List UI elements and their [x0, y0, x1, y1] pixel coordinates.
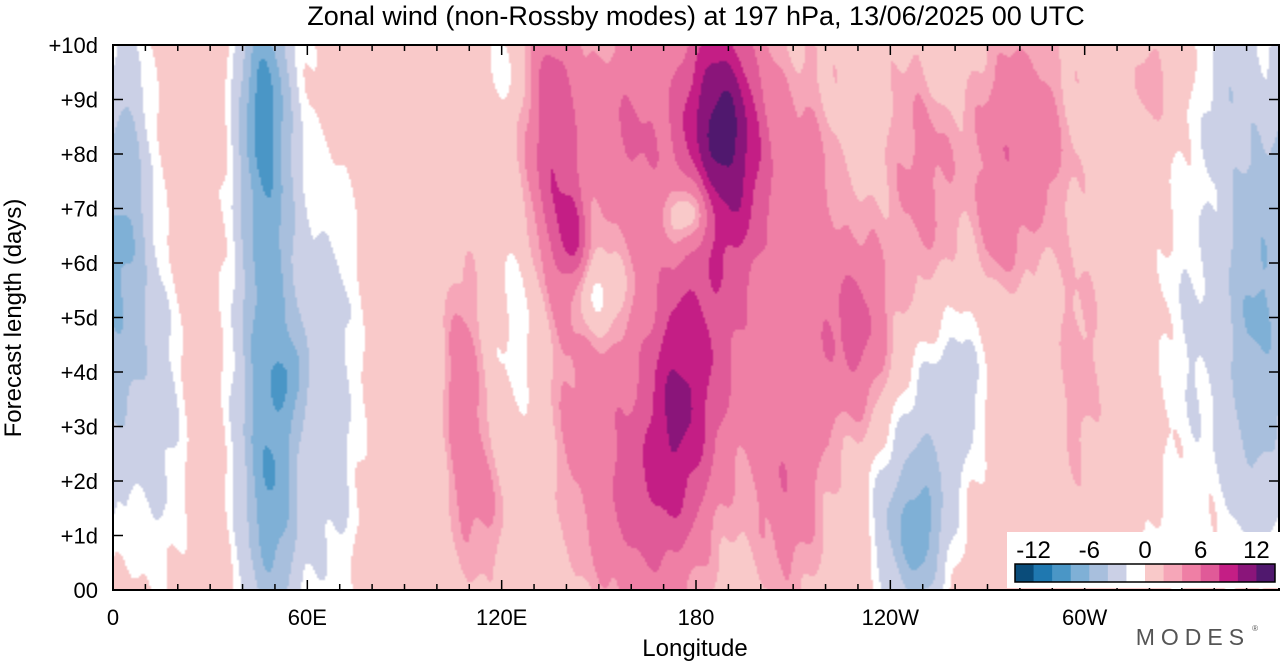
- y-tick-label: +10d: [48, 33, 98, 58]
- y-axis-title: Forecast length (days): [0, 199, 27, 438]
- contour-field: [113, 45, 1279, 590]
- y-tick-label: 00: [74, 578, 98, 603]
- y-tick-label: +1d: [61, 524, 98, 549]
- colorbar-swatch: [1089, 564, 1109, 582]
- colorbar-swatch: [1107, 564, 1127, 582]
- colorbar-label: 12: [1243, 537, 1270, 564]
- colorbar-label: -12: [1016, 537, 1051, 564]
- x-axis: 0 60E 120E 180 120W 60W: [107, 45, 1248, 630]
- colorbar-swatch: [1163, 564, 1183, 582]
- colorbar-swatch: [1256, 564, 1276, 582]
- x-axis-title: Longitude: [642, 635, 747, 662]
- colorbar-label: 0: [1138, 537, 1151, 564]
- colorbar: -12 -6 0 6 12: [1007, 532, 1280, 588]
- y-tick-label: +7d: [61, 197, 98, 222]
- y-tick-label: +9d: [61, 88, 98, 113]
- colorbar-swatch: [1015, 564, 1035, 582]
- colorbar-swatch: [1070, 564, 1090, 582]
- x-tick-label: 0: [107, 605, 119, 630]
- colorbar-label: 6: [1194, 537, 1207, 564]
- y-tick-label: +5d: [61, 306, 98, 331]
- filled-contours: [113, 45, 1279, 590]
- x-tick-label: 180: [678, 605, 715, 630]
- colorbar-swatch: [1052, 564, 1072, 582]
- y-tick-label: +3d: [61, 415, 98, 440]
- y-tick-label: +4d: [61, 360, 98, 385]
- y-tick-label: +6d: [61, 251, 98, 276]
- x-tick-label: 120W: [862, 605, 920, 630]
- chart-title: Zonal wind (non-Rossby modes) at 197 hPa…: [307, 1, 1085, 31]
- y-tick-label: +8d: [61, 142, 98, 167]
- x-tick-label: 120E: [476, 605, 527, 630]
- colorbar-frame: [1014, 563, 1276, 583]
- colorbar-swatch: [1200, 564, 1220, 582]
- colorbar-swatch: [1182, 564, 1202, 582]
- modes-logo: MODES ®: [1135, 624, 1258, 650]
- colorbar-swatch: [1145, 564, 1165, 582]
- colorbar-swatch: [1126, 564, 1146, 582]
- x-tick-label: 60E: [288, 605, 327, 630]
- x-tick-label: 60W: [1062, 605, 1107, 630]
- y-axis: 00 +1d +2d +3d +4d +5d +6d +7d +8d +9d +10d: [48, 33, 1279, 603]
- colorbar-swatch: [1237, 564, 1257, 582]
- colorbar-swatch: [1219, 564, 1239, 582]
- y-tick-label: +2d: [61, 469, 98, 494]
- colorbar-label: -6: [1079, 537, 1100, 564]
- colorbar-swatch: [1033, 564, 1053, 582]
